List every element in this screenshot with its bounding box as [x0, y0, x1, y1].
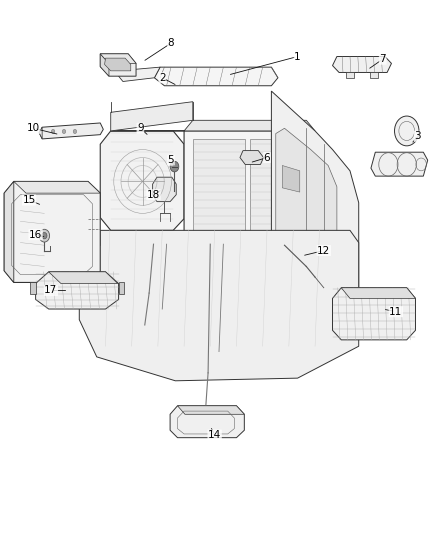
Polygon shape	[49, 272, 118, 284]
Circle shape	[73, 130, 77, 134]
Polygon shape	[4, 181, 14, 282]
Text: 17: 17	[44, 286, 57, 295]
Polygon shape	[371, 152, 427, 176]
Polygon shape	[152, 177, 176, 201]
Circle shape	[395, 116, 419, 146]
Polygon shape	[332, 56, 392, 72]
Polygon shape	[100, 54, 109, 76]
Polygon shape	[341, 288, 416, 298]
Text: 11: 11	[389, 306, 403, 317]
Polygon shape	[100, 54, 136, 63]
Polygon shape	[251, 139, 304, 236]
Polygon shape	[184, 131, 315, 244]
Text: 10: 10	[27, 123, 40, 133]
Circle shape	[39, 229, 49, 242]
Text: 1: 1	[294, 52, 301, 61]
Polygon shape	[346, 72, 354, 78]
Circle shape	[170, 161, 179, 172]
Polygon shape	[119, 67, 160, 82]
Circle shape	[62, 130, 66, 134]
Polygon shape	[276, 128, 337, 288]
Polygon shape	[177, 406, 244, 414]
Polygon shape	[30, 282, 35, 294]
Text: 6: 6	[264, 152, 270, 163]
Text: 16: 16	[29, 230, 42, 240]
Text: 14: 14	[208, 430, 221, 440]
Text: 3: 3	[414, 131, 421, 141]
Polygon shape	[35, 272, 119, 309]
Polygon shape	[240, 151, 264, 165]
Polygon shape	[100, 54, 136, 76]
Polygon shape	[100, 131, 184, 230]
Polygon shape	[79, 230, 359, 381]
Circle shape	[51, 130, 55, 134]
Polygon shape	[306, 131, 315, 244]
Polygon shape	[4, 181, 100, 282]
Polygon shape	[14, 181, 100, 193]
Polygon shape	[154, 67, 278, 86]
Text: 12: 12	[317, 246, 330, 255]
Polygon shape	[111, 120, 315, 131]
Polygon shape	[119, 282, 124, 294]
Text: 7: 7	[379, 54, 386, 64]
Polygon shape	[111, 102, 193, 131]
Text: 18: 18	[147, 190, 160, 200]
Polygon shape	[283, 165, 300, 192]
Polygon shape	[39, 123, 103, 139]
Text: 5: 5	[168, 155, 174, 165]
Text: 9: 9	[137, 123, 144, 133]
Polygon shape	[39, 127, 42, 139]
Text: 8: 8	[168, 38, 174, 48]
Polygon shape	[193, 139, 245, 236]
Polygon shape	[170, 406, 244, 438]
Polygon shape	[105, 58, 131, 71]
Polygon shape	[370, 72, 378, 78]
Text: 15: 15	[22, 195, 36, 205]
Polygon shape	[332, 288, 416, 340]
Polygon shape	[272, 91, 359, 341]
Circle shape	[42, 232, 47, 239]
Text: 2: 2	[159, 73, 166, 83]
